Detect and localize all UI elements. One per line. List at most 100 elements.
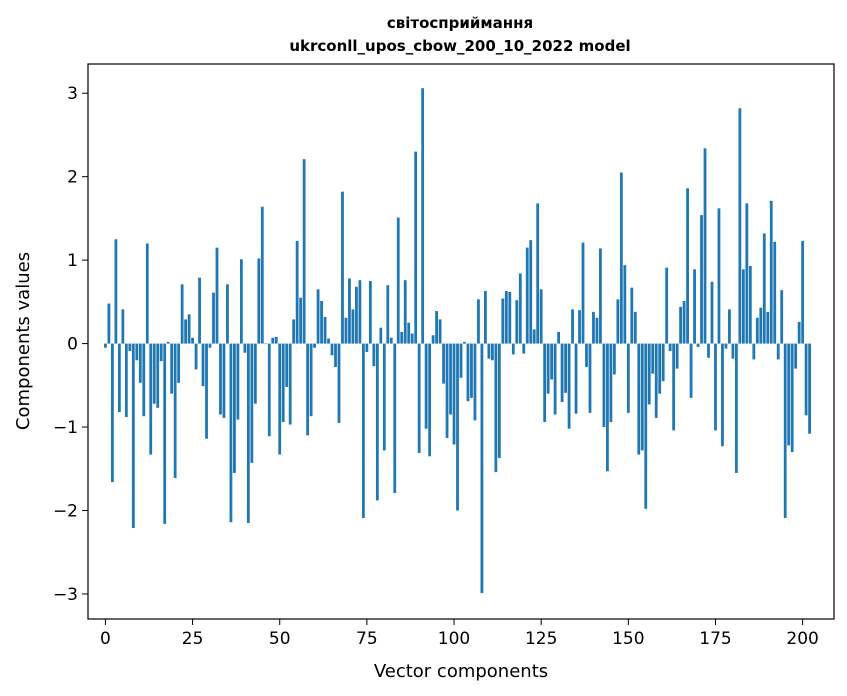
bar-11 xyxy=(142,343,146,417)
bar-197 xyxy=(790,343,794,453)
bar-69 xyxy=(344,317,348,344)
bar-82 xyxy=(389,337,393,344)
bar-53 xyxy=(288,343,292,425)
bar-94 xyxy=(431,335,435,344)
bar-153 xyxy=(637,343,641,455)
bar-167 xyxy=(686,188,689,344)
bar-54 xyxy=(292,319,296,344)
bar-106 xyxy=(473,343,477,421)
bar-154 xyxy=(640,343,644,451)
bar-201 xyxy=(804,343,808,416)
bar-179 xyxy=(728,309,731,344)
y-tick-label: 1 xyxy=(67,251,78,271)
y-tick-label: 3 xyxy=(67,84,78,104)
bar-51 xyxy=(281,343,285,423)
y-tick-label: 2 xyxy=(67,168,78,188)
bar-71 xyxy=(351,309,355,344)
bar-20 xyxy=(173,343,177,478)
x-tick-label: 125 xyxy=(525,629,557,649)
bar-123 xyxy=(532,329,536,344)
bar-1 xyxy=(107,303,111,344)
bar-165 xyxy=(679,306,683,344)
bar-146 xyxy=(612,343,616,375)
bar-47 xyxy=(267,343,271,437)
bar-87 xyxy=(407,322,411,344)
bar-141 xyxy=(595,317,599,344)
bar-55 xyxy=(295,240,299,344)
bar-90 xyxy=(417,343,421,453)
bar-92 xyxy=(424,343,428,429)
bar-48 xyxy=(271,337,275,344)
x-axis-label: Vector components xyxy=(374,661,548,682)
bar-59 xyxy=(309,343,313,417)
bar-192 xyxy=(773,241,777,344)
bar-127 xyxy=(546,343,550,394)
bar-143 xyxy=(602,343,606,428)
bar-66 xyxy=(334,343,337,367)
bar-121 xyxy=(525,247,529,344)
bar-114 xyxy=(501,298,505,344)
bar-200 xyxy=(801,240,805,344)
bar-10 xyxy=(138,343,142,383)
bar-57 xyxy=(302,159,306,344)
y-axis-ticks: −3 −2 −1 0 1 2 3 xyxy=(53,84,88,605)
bar-56 xyxy=(299,297,303,344)
bar-44 xyxy=(257,258,261,344)
y-axis-label: Components values xyxy=(13,252,34,430)
bar-199 xyxy=(797,321,801,344)
bar-52 xyxy=(285,343,289,387)
bar-107 xyxy=(477,299,480,344)
bar-27 xyxy=(198,277,201,344)
bar-112 xyxy=(494,343,498,473)
bar-101 xyxy=(456,343,459,511)
bar-194 xyxy=(780,290,784,344)
bar-151 xyxy=(630,287,634,344)
bar-142 xyxy=(599,248,602,344)
bar-78 xyxy=(375,343,379,501)
bar-15 xyxy=(156,343,160,408)
bar-178 xyxy=(724,343,728,349)
bar-43 xyxy=(253,343,257,404)
bar-88 xyxy=(410,333,414,344)
bar-186 xyxy=(752,343,756,360)
bar-183 xyxy=(741,269,745,344)
bar-191 xyxy=(769,200,773,344)
bar-171 xyxy=(700,215,703,344)
bar-21 xyxy=(177,343,181,383)
bar-4 xyxy=(117,343,121,413)
bar-22 xyxy=(180,284,184,344)
bar-31 xyxy=(212,292,215,344)
bar-196 xyxy=(787,343,791,446)
bar-174 xyxy=(710,281,714,344)
bar-45 xyxy=(260,206,264,344)
bar-23 xyxy=(184,319,187,344)
bar-18 xyxy=(166,341,170,344)
bar-83 xyxy=(393,343,397,493)
bar-6 xyxy=(124,343,128,418)
bar-62 xyxy=(320,301,323,344)
x-tick-label: 50 xyxy=(269,629,291,649)
bar-26 xyxy=(194,343,198,370)
bar-120 xyxy=(522,343,526,354)
plot-frame xyxy=(87,63,835,620)
bar-115 xyxy=(504,291,508,344)
bar-9 xyxy=(135,343,139,361)
bar-49 xyxy=(274,336,278,344)
bar-164 xyxy=(675,343,679,369)
bar-89 xyxy=(414,151,418,344)
bar-133 xyxy=(567,343,571,429)
bar-116 xyxy=(508,291,512,344)
bar-119 xyxy=(518,273,522,344)
bar-111 xyxy=(490,343,494,361)
chart-title: світосприймання xyxy=(387,14,533,32)
bar-14 xyxy=(152,343,156,404)
bar-134 xyxy=(571,309,574,344)
bar-159 xyxy=(658,343,662,394)
bar-3 xyxy=(114,239,118,344)
bar-152 xyxy=(633,311,637,344)
bar-74 xyxy=(362,343,365,519)
bar-76 xyxy=(368,280,372,344)
bar-135 xyxy=(574,343,578,414)
bar-162 xyxy=(668,343,672,352)
